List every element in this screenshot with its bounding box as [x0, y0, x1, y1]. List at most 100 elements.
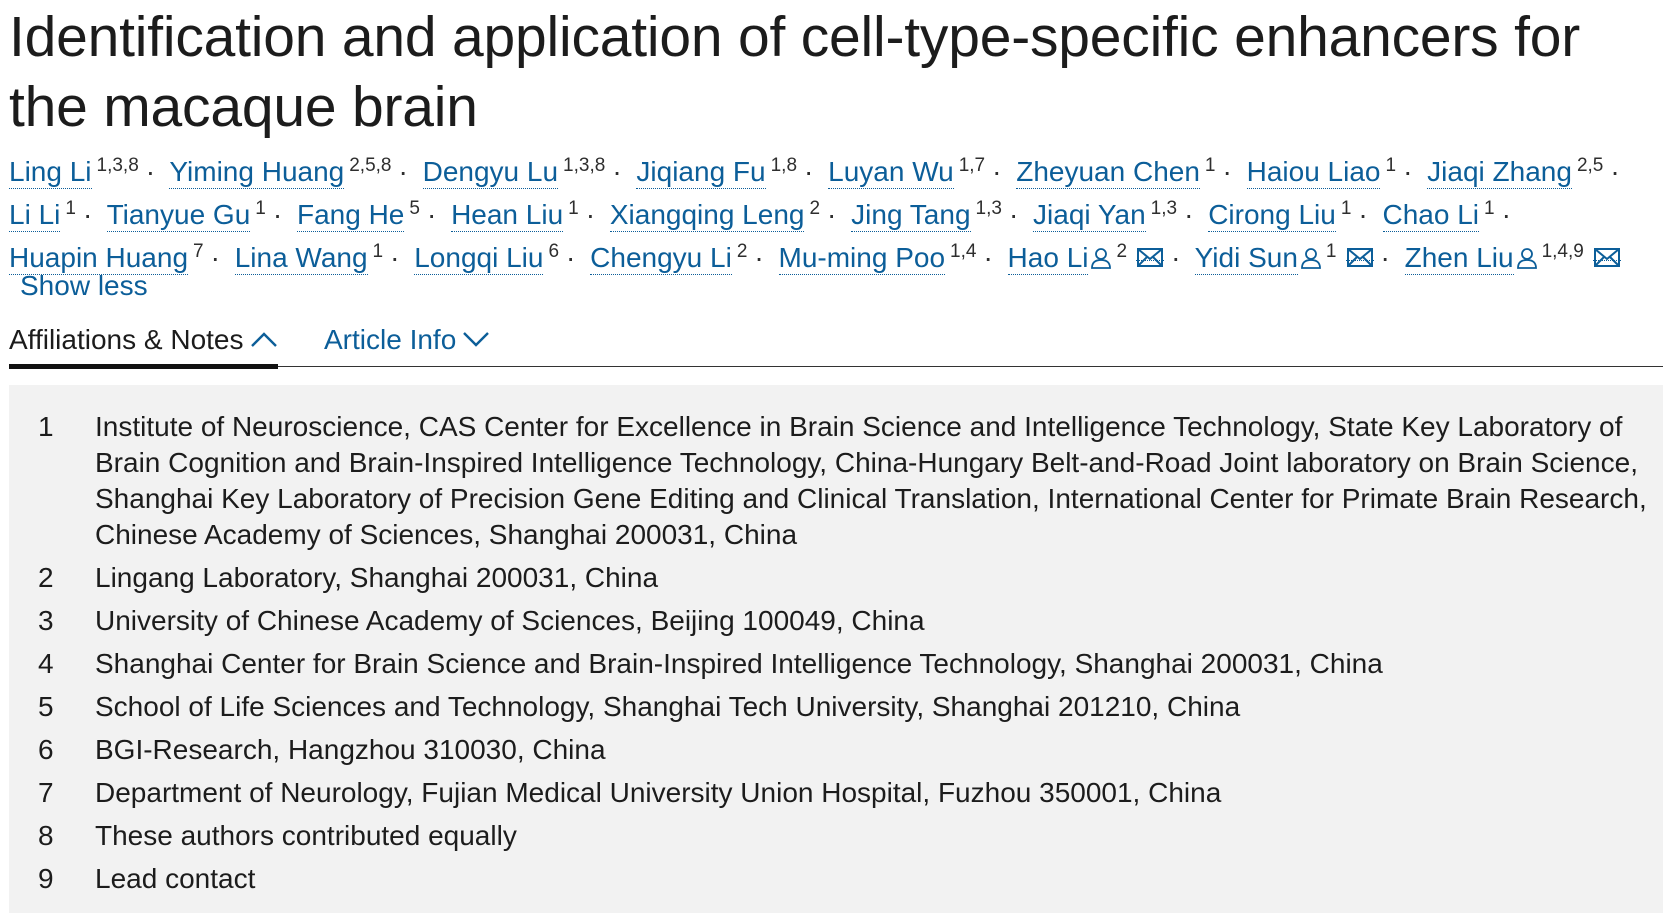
author-name-link[interactable]: Li Li: [9, 199, 61, 232]
author-name-link[interactable]: Fang He: [296, 199, 405, 232]
author-name-link[interactable]: Dengyu Lu: [422, 156, 559, 189]
author-separator: ·: [390, 242, 400, 273]
affiliation-number: 7: [38, 777, 54, 808]
author-affiliation-sup: 1: [1325, 241, 1337, 262]
author-name-link[interactable]: Ling Li: [9, 156, 92, 189]
mail-icon[interactable]: [1592, 238, 1621, 267]
author-item: Hean Liu 1: [451, 199, 579, 232]
author-separator: ·: [1610, 156, 1620, 187]
author-name-link[interactable]: Haiou Liao: [1246, 156, 1381, 189]
affiliation-item: 2 Lingang Laboratory, Shanghai 200031, Ch…: [9, 560, 1663, 596]
author-name-link[interactable]: Yiming Huang: [169, 156, 345, 189]
author-item: Zheyuan Chen 1: [1016, 156, 1216, 189]
chevron-down-icon: [463, 332, 490, 347]
author-name-link[interactable]: Luyan Wu: [828, 156, 954, 189]
affiliation-number: 6: [38, 734, 54, 765]
affiliation-number: 9: [38, 863, 54, 894]
author-item: Dengyu Lu 1,3,8: [422, 155, 606, 189]
affiliation-text: Department of Neurology, Fujian Medical …: [95, 777, 1222, 808]
show-less-button[interactable]: Show less: [20, 266, 148, 306]
author-item: Chao Li 1: [1382, 198, 1495, 232]
author-name-link[interactable]: Jing Tang: [851, 199, 971, 232]
affiliation-text: BGI-Research, Hangzhou 310030, China: [95, 734, 606, 765]
affiliation-text: Lead contact: [95, 863, 256, 894]
affiliation-item: 3 University of Chinese Academy of Scienc…: [9, 603, 1663, 639]
author-separator: ·: [1171, 242, 1181, 273]
affiliation-item: 7 Department of Neurology, Fujian Medical…: [9, 775, 1663, 811]
person-icon: [1301, 238, 1321, 269]
author-affiliation-sup: 2: [1116, 241, 1128, 262]
author-separator: ·: [754, 242, 764, 273]
author-name-link[interactable]: Lina Wang: [234, 242, 368, 275]
author-separator: ·: [585, 199, 596, 230]
author-name-link[interactable]: Chao Li: [1382, 199, 1480, 232]
author-affiliation-sup: 1: [1484, 198, 1495, 219]
mail-icon[interactable]: [1136, 238, 1165, 267]
affiliation-item: 5 School of Life Sciences and Technology,…: [9, 689, 1663, 725]
author-item: Li Li 1: [9, 199, 76, 232]
person-icon: [1516, 238, 1537, 269]
author-affiliation-sup: 1: [1385, 155, 1397, 176]
author-name-link[interactable]: Mu-ming Poo: [778, 242, 946, 275]
author-separator: ·: [612, 156, 622, 187]
author-name-link[interactable]: Jiaqi Zhang: [1427, 156, 1572, 189]
author-name-link[interactable]: Zheyuan Chen: [1016, 156, 1200, 189]
author-separator: ·: [992, 156, 1002, 187]
author-affiliation-sup: 1: [255, 198, 266, 219]
author-name-link[interactable]: Hao Li: [1007, 242, 1089, 275]
affiliation-item: 4 Shanghai Center for Brain Science and B…: [9, 646, 1663, 682]
author-affiliation-sup: 1,4: [950, 241, 977, 262]
author-affiliation-sup: 2,5,8: [349, 155, 392, 176]
author-name-link[interactable]: Tianyue Gu: [106, 199, 251, 232]
author-affiliation-sup: 2: [736, 241, 748, 262]
affiliation-item: 9 Lead contact: [9, 861, 1663, 897]
author-separator: ·: [1501, 199, 1511, 230]
author-separator: ·: [1380, 242, 1390, 273]
author-affiliation-sup: 1,3: [975, 198, 1002, 219]
affiliation-text: Institute of Neuroscience, CAS Center fo…: [95, 411, 1647, 550]
affiliations-list: 1 Institute of Neuroscience, CAS Center f…: [9, 409, 1663, 904]
author-affiliation-sup: 1: [1340, 198, 1352, 219]
author-name-link[interactable]: Cirong Liu: [1208, 199, 1336, 232]
author-name-link[interactable]: Huapin Huang: [9, 242, 189, 275]
affiliation-item: 8 These authors contributed equally: [9, 818, 1663, 854]
author-item: Mu-ming Poo 1,4: [778, 241, 977, 275]
author-separator: ·: [1358, 199, 1368, 230]
author-separator: ·: [210, 242, 220, 273]
author-item: Jiqiang Fu 1,8: [636, 155, 798, 189]
mail-icon[interactable]: [1345, 238, 1374, 267]
author-item: Yiming Huang 2,5,8: [169, 155, 392, 189]
author-separator: ·: [1222, 156, 1232, 187]
author-item: Yidi Sun 1: [1194, 241, 1374, 275]
author-separator: ·: [398, 156, 408, 187]
author-separator: ·: [82, 199, 93, 230]
author-name-link[interactable]: Longqi Liu: [414, 242, 544, 275]
author-name-link[interactable]: Chengyu Li: [590, 242, 732, 275]
tab-affiliations-notes[interactable]: Affiliations & Notes: [9, 320, 278, 369]
person-icon: [1091, 238, 1112, 269]
author-item: Cirong Liu 1: [1208, 198, 1352, 232]
author-separator: ·: [1403, 156, 1413, 187]
author-name-link[interactable]: Zhen Liu: [1404, 242, 1514, 275]
affiliation-item: 6 BGI-Research, Hangzhou 310030, China: [9, 732, 1663, 768]
author-name-link[interactable]: Jiaqi Yan: [1033, 199, 1146, 232]
author-name-link[interactable]: Xiangqing Leng: [609, 199, 805, 232]
author-separator: ·: [1184, 199, 1194, 230]
author-item: Longqi Liu 6: [414, 241, 560, 275]
affiliation-text: University of Chinese Academy of Science…: [95, 605, 925, 636]
author-affiliation-sup: 6: [548, 241, 560, 262]
author-name-link[interactable]: Hean Liu: [451, 199, 564, 232]
affiliation-number: 8: [38, 820, 54, 851]
author-separator: ·: [426, 199, 437, 230]
tab-article-info[interactable]: Article Info: [324, 320, 490, 364]
author-affiliation-sup: 1,8: [770, 155, 798, 176]
affiliation-number: 1: [38, 411, 54, 442]
author-name-link[interactable]: Jiqiang Fu: [636, 156, 766, 189]
author-affiliation-sup: 1,3,8: [96, 155, 139, 176]
author-affiliation-sup: 1,3,8: [563, 155, 606, 176]
article-title: Identification and application of cell-t…: [9, 5, 1581, 139]
author-name-link[interactable]: Yidi Sun: [1194, 242, 1298, 275]
affiliation-text: Lingang Laboratory, Shanghai 200031, Chi…: [95, 562, 659, 593]
author-item: Haiou Liao 1: [1246, 155, 1397, 189]
